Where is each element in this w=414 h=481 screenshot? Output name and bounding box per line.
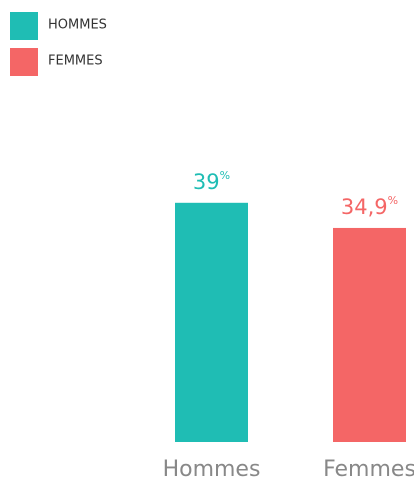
legend-swatch bbox=[10, 12, 38, 40]
bar bbox=[175, 202, 248, 442]
legend-swatch bbox=[10, 48, 38, 76]
x-tick-label: Hommes bbox=[163, 457, 261, 481]
bar bbox=[333, 227, 406, 442]
value-label: 39% bbox=[193, 169, 230, 194]
legend-label: FEMMES bbox=[48, 54, 103, 69]
legend-label: HOMMES bbox=[48, 18, 107, 33]
x-tick-label: Femmes bbox=[323, 457, 414, 481]
value-label: 34,9% bbox=[341, 194, 398, 219]
